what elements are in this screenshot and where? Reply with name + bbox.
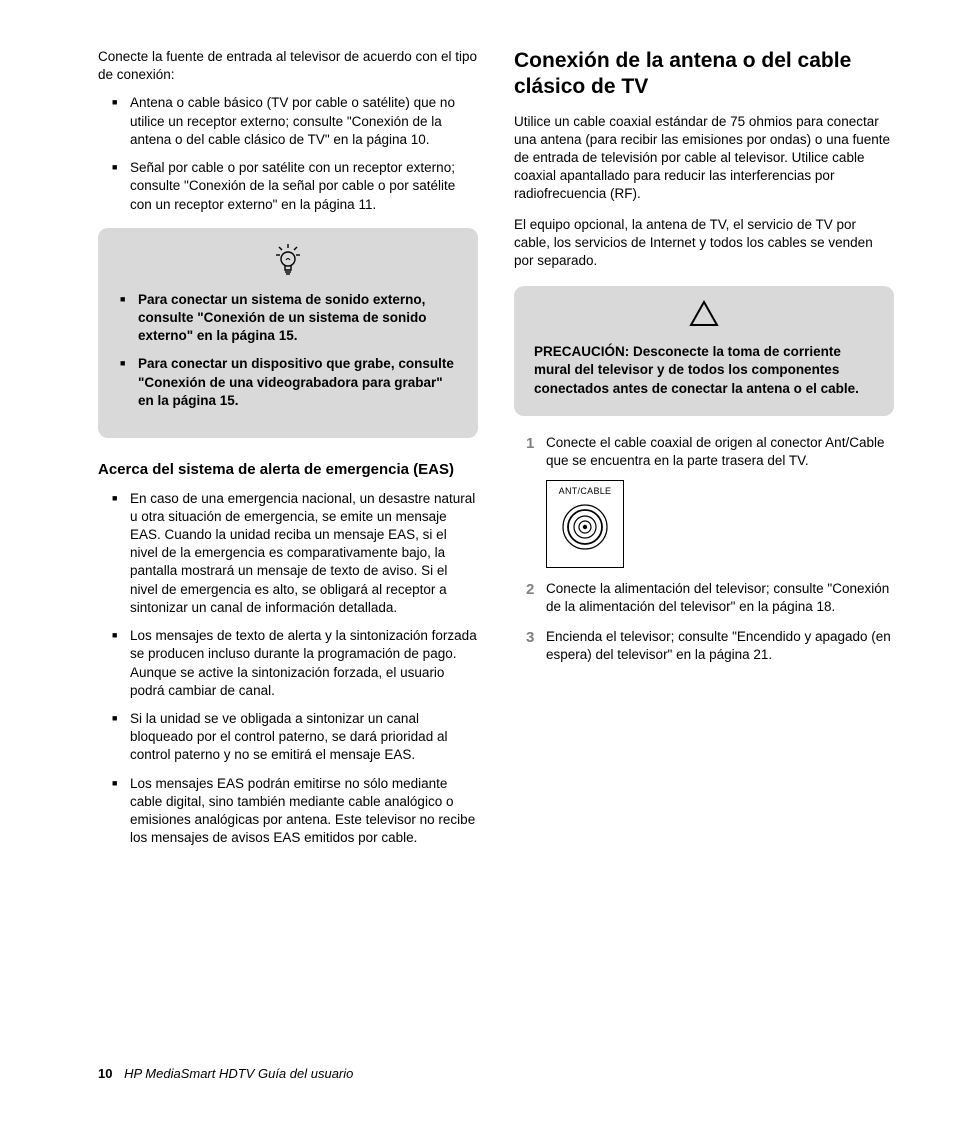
left-column: Conecte la fuente de entrada al televiso… — [98, 48, 478, 862]
list-item: Si la unidad se ve obligada a sintonizar… — [116, 710, 478, 765]
intro-text: Conecte la fuente de entrada al televiso… — [98, 48, 478, 84]
list-item: Antena o cable básico (TV por cable o sa… — [116, 94, 478, 149]
coax-jack-icon — [547, 501, 623, 558]
list-item: Los mensajes de texto de alerta y la sin… — [116, 627, 478, 700]
step-number: 2 — [526, 580, 534, 600]
caution-triangle-icon — [534, 300, 874, 333]
tip-callout: Para conectar un sistema de sonido exter… — [98, 228, 478, 438]
lightbulb-icon — [118, 244, 458, 283]
content-columns: Conecte la fuente de entrada al televiso… — [98, 48, 894, 862]
eas-list: En caso de una emergencia nacional, un d… — [98, 490, 478, 848]
step-item: 1 Conecte el cable coaxial de origen al … — [532, 434, 894, 568]
page-footer: 10 HP MediaSmart HDTV Guía del usuario — [98, 1066, 353, 1081]
paragraph: El equipo opcional, la antena de TV, el … — [514, 216, 894, 271]
page-number: 10 — [98, 1066, 112, 1081]
step-item: 3 Encienda el televisor; consulte "Encen… — [532, 628, 894, 664]
eas-heading: Acerca del sistema de alerta de emergenc… — [98, 460, 478, 480]
caution-label: PRECAUCIÓN: — [534, 344, 629, 359]
connector-illustration: ANT/CABLE — [546, 480, 894, 567]
paragraph: Utilice un cable coaxial estándar de 75 … — [514, 113, 894, 204]
step-number: 3 — [526, 628, 534, 648]
step-text: Conecte la alimentación del televisor; c… — [546, 581, 889, 614]
tip-item: Para conectar un dispositivo que grabe, … — [124, 355, 458, 410]
step-number: 1 — [526, 434, 534, 454]
ant-cable-connector: ANT/CABLE — [546, 480, 624, 567]
list-item: Señal por cable o por satélite con un re… — [116, 159, 478, 214]
tip-list: Para conectar un sistema de sonido exter… — [118, 291, 458, 410]
connector-label: ANT/CABLE — [547, 485, 623, 497]
section-heading: Conexión de la antena o del cable clásic… — [514, 48, 894, 101]
connection-type-list: Antena o cable básico (TV por cable o sa… — [98, 94, 478, 213]
step-item: 2 Conecte la alimentación del televisor;… — [532, 580, 894, 616]
caution-callout: PRECAUCIÓN: Desconecte la toma de corrie… — [514, 286, 894, 416]
step-text: Encienda el televisor; consulte "Encendi… — [546, 629, 891, 662]
list-item: Los mensajes EAS podrán emitirse no sólo… — [116, 775, 478, 848]
list-item: En caso de una emergencia nacional, un d… — [116, 490, 478, 618]
step-text: Conecte el cable coaxial de origen al co… — [546, 435, 884, 468]
right-column: Conexión de la antena o del cable clásic… — [514, 48, 894, 862]
caution-text: PRECAUCIÓN: Desconecte la toma de corrie… — [534, 343, 874, 398]
steps-list: 1 Conecte el cable coaxial de origen al … — [514, 434, 894, 665]
document-title: HP MediaSmart HDTV Guía del usuario — [124, 1066, 353, 1081]
tip-item: Para conectar un sistema de sonido exter… — [124, 291, 458, 346]
